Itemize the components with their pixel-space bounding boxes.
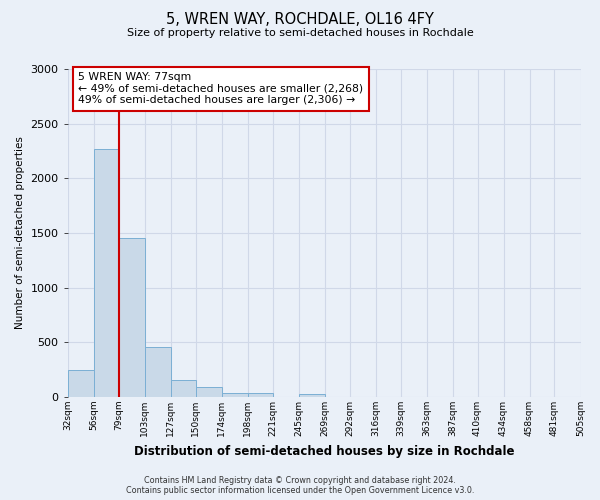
Bar [171,380,196,397]
Bar [68,370,94,397]
X-axis label: Distribution of semi-detached houses by size in Rochdale: Distribution of semi-detached houses by … [134,444,514,458]
Bar [145,348,171,397]
Bar [94,149,119,397]
Text: 5 WREN WAY: 77sqm
← 49% of semi-detached houses are smaller (2,268)
49% of semi-: 5 WREN WAY: 77sqm ← 49% of semi-detached… [78,72,363,106]
Y-axis label: Number of semi-detached properties: Number of semi-detached properties [15,136,25,330]
Bar [196,387,221,397]
Text: Size of property relative to semi-detached houses in Rochdale: Size of property relative to semi-detach… [127,28,473,38]
Bar [299,394,325,397]
Text: 5, WREN WAY, ROCHDALE, OL16 4FY: 5, WREN WAY, ROCHDALE, OL16 4FY [166,12,434,28]
Bar [248,393,272,397]
Bar [119,238,145,397]
Bar [221,392,248,397]
Text: Contains HM Land Registry data © Crown copyright and database right 2024.
Contai: Contains HM Land Registry data © Crown c… [126,476,474,495]
